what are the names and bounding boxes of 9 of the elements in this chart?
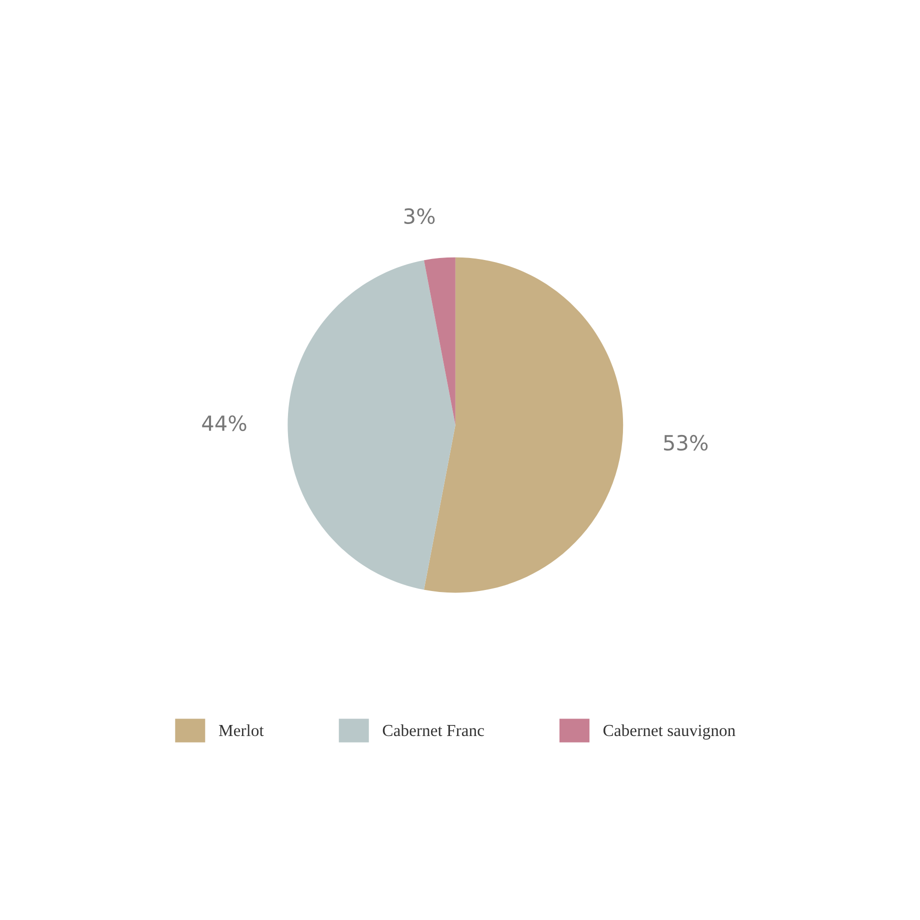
data-label: 44% <box>202 415 246 432</box>
legend-label: Cabernet sauvignon <box>603 724 736 740</box>
data-label: 3% <box>404 208 435 224</box>
pie-slice <box>288 260 456 590</box>
legend-label: Cabernet Franc <box>382 724 484 736</box>
legend-label: Merlot <box>218 724 264 736</box>
data-label: 53% <box>664 434 708 451</box>
pie-slice <box>424 257 456 426</box>
pie-slice <box>424 257 624 593</box>
